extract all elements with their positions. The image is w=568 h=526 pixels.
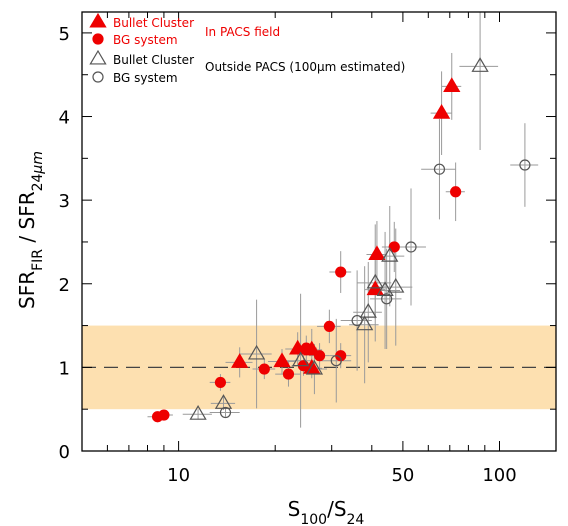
y-tick-label: 5 [59,24,70,45]
x-tick-label: 100 [482,465,516,486]
pacs-circle-point [313,350,326,362]
legend-series-label: Bullet Cluster [113,53,194,67]
legend: Bullet Cluster BG system Bullet Cluster BG … [89,12,405,85]
legend-series-label: BG system [113,71,178,85]
y-tick-label: 4 [59,108,70,129]
pacs-circle-point [158,409,170,421]
pacs-triangle-point [231,353,249,368]
outside-triangle-point [366,273,384,289]
outside-circle-point [330,355,342,367]
marker-layer [151,57,531,423]
outside-triangle-point [359,303,377,318]
pacs-circle-point [388,241,400,253]
x-axis-title: S100/S24 [288,497,365,526]
legend-marker [92,33,104,45]
pacs-circle-point [282,368,295,380]
pacs-circle-point [214,376,227,389]
outside-triangle-point [381,246,399,262]
outside-triangle-point [387,277,405,293]
outside-triangle-point [189,405,207,420]
outside-triangle-point [305,359,324,375]
outside-triangle-point [291,351,310,367]
legend-marker [89,49,107,65]
x-tick-label: 10 [167,465,190,486]
pacs-triangle-point [432,103,451,119]
outside-triangle-point [247,344,266,360]
legend-marker [92,71,104,83]
pacs-circle-point [323,320,335,333]
y-tick-label: 3 [59,191,70,212]
pacs-circle-point [300,342,312,354]
outside-triangle-point [471,57,489,72]
pacs-triangle-point [443,77,461,92]
outside-circle-point [519,159,531,171]
y-tick-label: 1 [59,358,70,379]
y-tick-label: 2 [59,275,70,296]
legend-marker [89,12,107,28]
x-tick-label: 50 [391,465,414,486]
outside-circle-point [405,241,417,253]
outside-circle-point [219,406,232,419]
legend-group-label: In PACS field [205,25,280,39]
plot-frame [81,11,557,452]
outside-circle-point [351,314,363,327]
outside-triangle-point [376,281,394,297]
legend-group-label: Outside PACS (100μm estimated) [205,60,405,74]
tick-layer: 10 50 100 0 1 2 3 4 5 [59,12,556,486]
pacs-circle-point [335,266,347,278]
pacs-circle-point [258,363,270,375]
pacs-triangle-point [368,245,386,261]
y-tick-label: 0 [59,442,70,463]
outside-circle-point [433,163,446,175]
legend-series-label: BG system [113,33,178,47]
legend-series-label: Bullet Cluster [113,16,194,30]
y-axis-title: SFRFIR / SFR24μm [15,151,46,309]
pacs-triangle-point [273,352,291,368]
outside-circle-point [381,293,393,305]
pacs-circle-point [450,186,462,198]
